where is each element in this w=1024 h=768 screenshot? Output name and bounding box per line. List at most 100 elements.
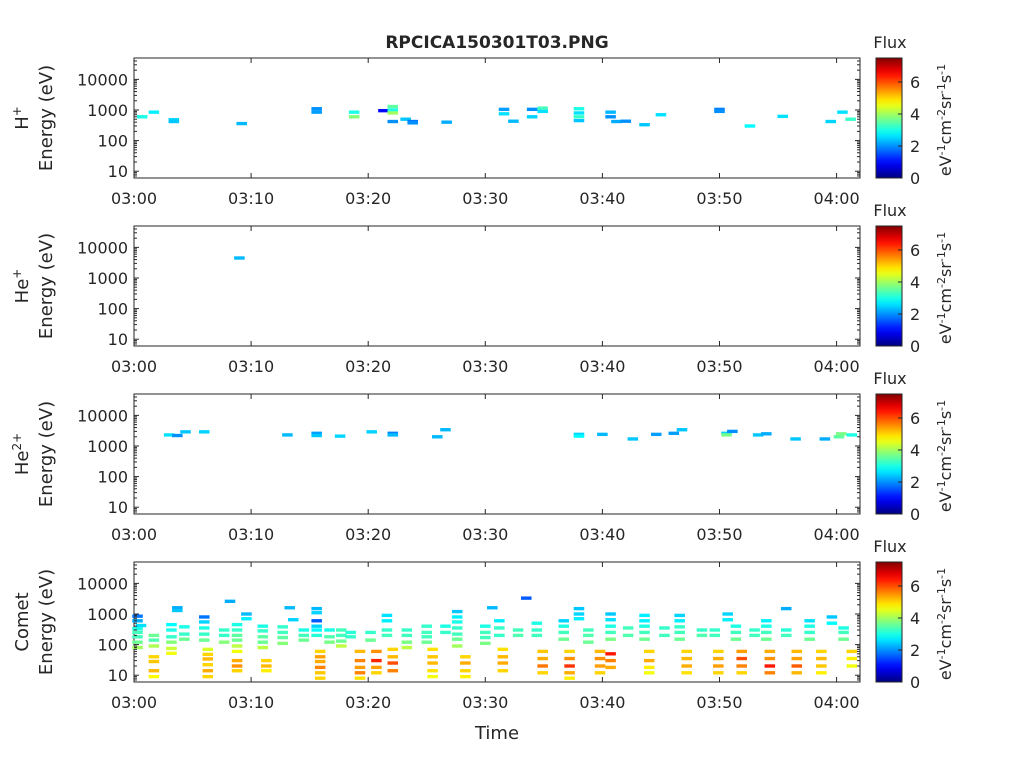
colorbar-title: Flux <box>873 537 906 556</box>
data-cell <box>451 620 463 624</box>
data-cell <box>722 618 733 622</box>
data-cell <box>696 633 708 638</box>
data-cell <box>639 630 650 635</box>
data-cell <box>804 624 815 628</box>
y-axis-label: Energy (eV) <box>36 65 57 171</box>
colorbar-tick-label: 0 <box>910 337 920 356</box>
data-cell <box>650 432 662 437</box>
x-tick-label: 03:30 <box>462 357 508 376</box>
data-cell <box>655 113 667 117</box>
data-cell <box>440 428 451 432</box>
x-tick-label: 03:40 <box>579 189 625 208</box>
data-cell <box>365 630 376 635</box>
data-cell <box>804 630 815 635</box>
y-tick-label: 10000 <box>77 70 128 89</box>
y-axis-label: Energy (eV) <box>36 569 57 675</box>
x-tick-label: 03:00 <box>111 189 157 208</box>
data-cell <box>790 437 801 441</box>
x-tick-label: 03:00 <box>111 525 157 544</box>
data-cell <box>508 119 519 123</box>
data-cell <box>460 674 471 679</box>
data-cell <box>497 655 509 659</box>
data-cell <box>257 640 269 644</box>
data-cell <box>148 669 160 673</box>
data-cell <box>257 645 269 650</box>
data-cell <box>166 635 177 639</box>
data-cell <box>311 628 322 632</box>
data-cell <box>354 676 366 680</box>
data-cell <box>826 615 838 619</box>
data-cell <box>231 658 243 663</box>
data-cells <box>136 104 856 128</box>
data-cell <box>135 623 147 628</box>
data-cell <box>564 676 575 680</box>
unit-exponent: -1 <box>935 587 948 598</box>
y-tick-label: 1000 <box>87 605 128 624</box>
data-cell <box>846 656 858 661</box>
data-cell <box>231 628 243 632</box>
species-charge: + <box>10 269 24 279</box>
data-cell <box>354 649 366 654</box>
data-cell <box>381 613 393 618</box>
x-tick-label: 03:30 <box>462 189 508 208</box>
colorbar-tick-label: 2 <box>910 641 920 660</box>
unit-symbol: s <box>936 243 955 251</box>
data-cell <box>166 640 177 644</box>
data-cell <box>816 656 827 661</box>
data-cell <box>573 111 585 115</box>
data-cell <box>537 106 548 110</box>
unit-symbol: s <box>936 579 955 587</box>
data-cell <box>387 433 399 437</box>
data-cell <box>460 655 471 659</box>
data-cell <box>761 637 772 641</box>
data-cell <box>838 626 849 630</box>
data-cell <box>348 115 360 119</box>
data-cell <box>451 637 463 641</box>
data-cell <box>709 628 721 632</box>
species-name: He <box>12 279 33 304</box>
data-cell <box>314 676 326 680</box>
data-cell <box>378 108 389 113</box>
data-cell <box>780 628 792 632</box>
data-cell <box>594 649 606 654</box>
data-cell <box>573 617 585 621</box>
data-cell <box>387 655 399 659</box>
data-cell <box>594 656 606 661</box>
data-cell <box>421 640 433 644</box>
data-cell <box>381 628 393 632</box>
data-cell <box>314 655 326 659</box>
data-cell <box>674 630 685 635</box>
data-cell <box>480 630 491 635</box>
data-cell <box>494 633 505 638</box>
data-cell <box>132 640 143 644</box>
y-tick-label: 1000 <box>87 269 128 288</box>
unit-exponent: -1 <box>935 312 948 323</box>
plot-frame <box>133 57 861 179</box>
species-charge: 2+ <box>10 433 24 451</box>
species-charge: + <box>10 106 24 116</box>
data-cell <box>427 661 438 665</box>
unit-exponent: -1 <box>935 83 948 94</box>
data-cell <box>202 647 214 652</box>
data-cell <box>401 640 413 644</box>
colorbar-tick-label: 4 <box>910 105 920 124</box>
data-cell <box>605 110 616 114</box>
colorbar-tick-label: 2 <box>910 305 920 324</box>
figure-title: RPCICA150301T03.PNG <box>385 33 608 53</box>
data-cell <box>366 430 377 434</box>
data-cell <box>311 619 322 623</box>
data-cell <box>605 612 616 616</box>
data-cell <box>168 118 180 122</box>
data-cell <box>846 649 858 654</box>
data-cell <box>512 628 524 632</box>
x-tick-label: 03:10 <box>228 693 274 712</box>
data-cell <box>620 119 632 123</box>
x-tick-label: 03:50 <box>696 357 742 376</box>
data-cell <box>345 630 356 635</box>
data-cell <box>573 606 585 611</box>
data-cell <box>804 619 815 623</box>
data-cell <box>730 637 742 641</box>
unit-symbol: eV <box>936 323 955 344</box>
data-cell <box>537 656 548 661</box>
panel-3: 10 100 1000 10000 03:00 03:10 03:20 03:30 03:40 0… <box>10 369 955 544</box>
